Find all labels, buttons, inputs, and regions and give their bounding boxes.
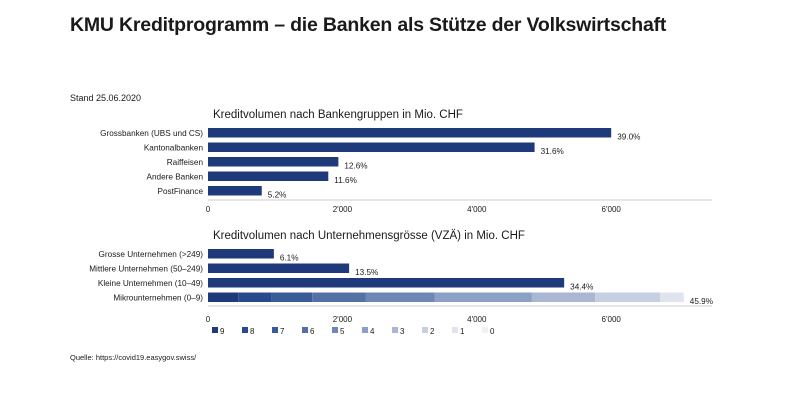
x-tick-label: 6'000 (602, 315, 622, 324)
legend-label: 3 (400, 327, 405, 336)
x-tick-label: 2'000 (333, 205, 353, 214)
bar-segment (271, 292, 313, 302)
bar-segment (434, 292, 532, 302)
stand-date: Stand 25.06.2020 (70, 93, 142, 103)
data-label: 11.6% (334, 176, 357, 185)
legend-label: 2 (430, 327, 435, 336)
bar-segment (238, 292, 272, 302)
bar (208, 186, 262, 196)
category-label: Raiffeisen (167, 158, 204, 167)
bar (208, 142, 535, 152)
legend-swatch (332, 327, 338, 333)
legend-label: 4 (370, 327, 375, 336)
category-label: Andere Banken (147, 173, 204, 182)
page-title: KMU Kreditprogramm – die Banken als Stüt… (70, 14, 667, 36)
bar (208, 249, 274, 259)
category-label: Grossbanken (UBS und CS) (100, 129, 203, 138)
bar (208, 128, 612, 138)
chart-title: Kreditvolumen nach Bankengruppen in Mio.… (213, 109, 463, 121)
legend-swatch (362, 327, 368, 333)
data-label: 45.9% (690, 297, 713, 306)
legend-swatch (242, 327, 248, 333)
legend-label: 9 (220, 327, 225, 336)
bar-segment (312, 292, 366, 302)
category-label: PostFinance (157, 187, 203, 196)
data-label: 12.6% (344, 162, 367, 171)
bar-segment (531, 292, 596, 302)
data-label: 31.6% (541, 147, 564, 156)
legend-label: 0 (490, 327, 495, 336)
legend-swatch (482, 327, 488, 333)
legend-label: 1 (460, 327, 465, 336)
legend-label: 8 (250, 327, 255, 336)
bar (208, 263, 350, 273)
x-tick-label: 0 (206, 205, 211, 214)
data-label: 5.2% (268, 191, 287, 200)
legend-swatch (392, 327, 398, 333)
x-tick-label: 6'000 (602, 205, 622, 214)
legend-swatch (272, 327, 278, 333)
bar-segment (365, 292, 435, 302)
x-tick-label: 0 (206, 315, 211, 324)
x-tick-label: 4'000 (467, 205, 487, 214)
legend-swatch (302, 327, 308, 333)
bar (208, 278, 565, 288)
bar-segment (660, 292, 684, 302)
data-label: 13.5% (355, 268, 378, 277)
x-tick-label: 2'000 (333, 315, 353, 324)
chart-title: Kreditvolumen nach Unternehmensgrösse (V… (213, 230, 525, 242)
bar-segment (208, 292, 239, 302)
category-label: Mittlere Unternehmen (50–249) (89, 265, 203, 274)
bar-segment (595, 292, 661, 302)
bar (208, 157, 339, 167)
data-label: 6.1% (280, 254, 299, 263)
legend-label: 7 (280, 327, 285, 336)
category-label: Grosse Unternehmen (>249) (99, 250, 204, 259)
data-label: 39.0% (617, 133, 640, 142)
legend-swatch (452, 327, 458, 333)
legend-swatch (212, 327, 218, 333)
category-label: Mikrounternehmen (0–9) (113, 294, 203, 303)
category-label: Kleine Unternehmen (10–49) (98, 279, 203, 288)
legend-swatch (422, 327, 428, 333)
category-label: Kantonalbanken (144, 144, 204, 153)
data-label: 34.4% (570, 283, 593, 292)
bar (208, 171, 329, 181)
x-tick-label: 4'000 (467, 315, 487, 324)
source-note: Quelle: https://covid19.easygov.swiss/ (70, 353, 197, 362)
legend-label: 5 (340, 327, 345, 336)
legend-label: 6 (310, 327, 315, 336)
